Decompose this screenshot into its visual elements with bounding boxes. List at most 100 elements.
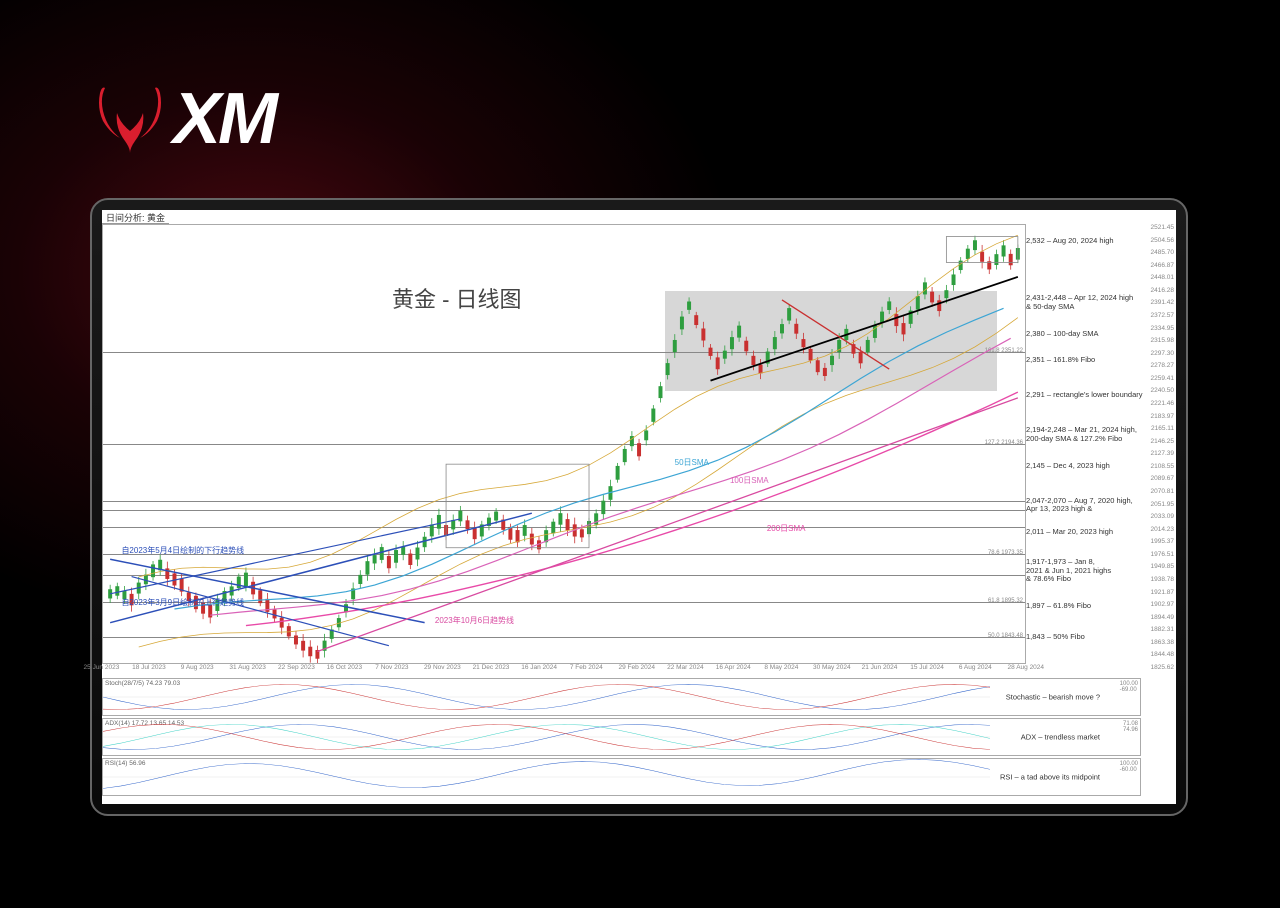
level-line [103,637,1025,638]
y-axis: 2521.45 2504.56 2485.70 2466.87 2448.01 2416.… [1141,224,1176,664]
price-annotation: 1,917-1,973 – Jan 8,2021 & Jun 1, 2021 h… [1026,558,1111,583]
y-tick: 2485.70 [1151,249,1175,256]
fibo-label: 78.6 1973.35 [988,550,1023,556]
rsi-indicator[interactable]: RSI(14) 56.96 RSI – a tad above its midpo… [102,758,1141,796]
indicator-scale: 100.00-60.00 [1120,761,1138,773]
y-tick: 2521.45 [1151,224,1175,231]
price-annotation: 2,194-2,248 – Mar 21, 2024 high,200-day … [1026,426,1137,443]
price-annotation: 2,380 – 100-day SMA [1026,330,1099,338]
y-tick: 1902.97 [1151,601,1175,608]
x-tick: 16 Oct 2023 [327,664,362,671]
indicator-annotation: Stochastic – bearish move ? [1006,693,1100,702]
y-tick: 2315.98 [1151,337,1175,344]
indicator-name: Stoch(28/7/5) 74.23 79.03 [105,680,180,687]
sma-label: 200日SMA [767,523,806,534]
y-tick: 2183.97 [1151,413,1175,420]
y-tick: 1863.38 [1151,639,1175,646]
y-tick: 2416.28 [1151,287,1175,294]
x-tick: 6 Aug 2024 [959,664,992,671]
x-tick: 28 Aug 2024 [1008,664,1045,671]
x-tick: 31 Aug 2023 [229,664,266,671]
indicator-lines [103,679,990,715]
x-tick: 7 Nov 2023 [375,664,408,671]
level-line [103,575,1025,576]
y-tick: 1894.49 [1151,614,1175,621]
annotation-panel: 2,532 – Aug 20, 2024 high 2,431-2,448 – A… [1026,224,1141,664]
y-tick: 2334.95 [1151,325,1175,332]
x-tick: 22 Sep 2023 [278,664,315,671]
x-tick: 18 Jul 2023 [132,664,166,671]
adx-indicator[interactable]: ADX(14) 17.72 13.65 14.53 ADX – trendless… [102,718,1141,756]
y-tick: 1882.31 [1151,626,1175,633]
y-tick: 2259.41 [1151,375,1175,382]
indicator-annotation: ADX – trendless market [1021,733,1100,742]
y-tick: 2391.42 [1151,299,1175,306]
chart-container[interactable]: 日间分析: 黄金 黄金 - 日线图 161.8 2351.22127.2 219… [102,210,1176,804]
y-tick: 2127.39 [1151,450,1175,457]
xm-logo: XM [95,78,275,160]
price-annotation: 2,145 – Dec 4, 2023 high [1026,462,1110,470]
y-tick: 2240.50 [1151,387,1175,394]
price-plot[interactable]: 161.8 2351.22127.2 2194.3678.6 1973.3561… [102,224,1026,664]
chart-panel: 日间分析: 黄金 黄金 - 日线图 161.8 2351.22127.2 219… [90,198,1188,816]
indicator-lines [103,719,990,755]
fibo-label: 61.8 1895.32 [988,598,1023,604]
y-tick: 2297.30 [1151,350,1175,357]
sma-label: 50日SMA [675,457,709,468]
trendline-label: 2023年10月6日趋势线 [435,615,514,626]
y-tick: 1995.37 [1151,538,1175,545]
price-annotation: 1,843 – 50% Fibo [1026,633,1085,641]
fibo-label: 50.0 1843.48 [988,633,1023,639]
price-annotation: 2,532 – Aug 20, 2024 high [1026,237,1114,245]
x-tick: 29 Nov 2023 [424,664,461,671]
y-tick: 2372.57 [1151,312,1175,319]
y-tick: 2051.95 [1151,501,1175,508]
x-tick: 9 Aug 2023 [181,664,214,671]
indicator-lines [103,759,990,795]
logo-text: XM [173,78,275,160]
x-tick: 25 Jun 2023 [84,664,120,671]
chart-header: 日间分析: 黄金 [102,210,169,224]
indicator-scale: 71.0874.96 [1123,721,1138,733]
fibo-label: 161.8 2351.22 [985,348,1023,354]
y-tick: 1825.62 [1151,664,1175,671]
x-tick: 30 May 2024 [813,664,851,671]
level-line [103,510,1025,511]
price-annotation: 2,431-2,448 – Apr 12, 2024 high& 50-day … [1026,294,1133,311]
x-tick: 16 Apr 2024 [716,664,751,671]
level-line [103,527,1025,528]
price-annotation: 2,351 – 161.8% Fibo [1026,356,1095,364]
indicator-scale: 100.00-69.00 [1120,681,1138,693]
y-tick: 2033.09 [1151,513,1175,520]
y-tick: 2014.23 [1151,526,1175,533]
x-tick: 16 Jan 2024 [521,664,557,671]
consolidation-rectangle [665,291,997,392]
y-tick: 2221.46 [1151,400,1175,407]
y-tick: 2278.27 [1151,362,1175,369]
level-line [103,444,1025,445]
x-tick: 8 May 2024 [764,664,798,671]
y-tick: 2504.56 [1151,237,1175,244]
price-annotation: 2,047-2,070 – Aug 7, 2020 high,Apr 13, 2… [1026,497,1133,514]
price-annotation: 1,897 – 61.8% Fibo [1026,602,1091,610]
stochastic-indicator[interactable]: Stoch(28/7/5) 74.23 79.03 Stochastic – be… [102,678,1141,716]
y-tick: 2466.87 [1151,262,1175,269]
y-tick: 1976.51 [1151,551,1175,558]
price-annotation: 2,011 – Mar 20, 2023 high [1026,528,1113,536]
x-tick: 29 Feb 2024 [618,664,655,671]
y-tick: 1949.85 [1151,563,1175,570]
y-tick: 2448.01 [1151,274,1175,281]
y-tick: 1921.87 [1151,589,1175,596]
y-tick: 2089.67 [1151,475,1175,482]
x-axis: 25 Jun 202318 Jul 20239 Aug 202331 Aug 2… [102,664,1026,676]
x-tick: 22 Mar 2024 [667,664,704,671]
y-tick: 2146.25 [1151,438,1175,445]
indicator-name: ADX(14) 17.72 13.65 14.53 [105,720,184,727]
indicator-annotation: RSI – a tad above its midpoint [1000,773,1100,782]
sma-label: 100日SMA [730,475,769,486]
y-tick: 1844.48 [1151,651,1175,658]
y-tick: 2070.81 [1151,488,1175,495]
indicator-name: RSI(14) 56.96 [105,760,145,767]
logo-bull-icon [95,83,165,155]
price-annotation: 2,291 – rectangle's lower boundary [1026,391,1143,399]
